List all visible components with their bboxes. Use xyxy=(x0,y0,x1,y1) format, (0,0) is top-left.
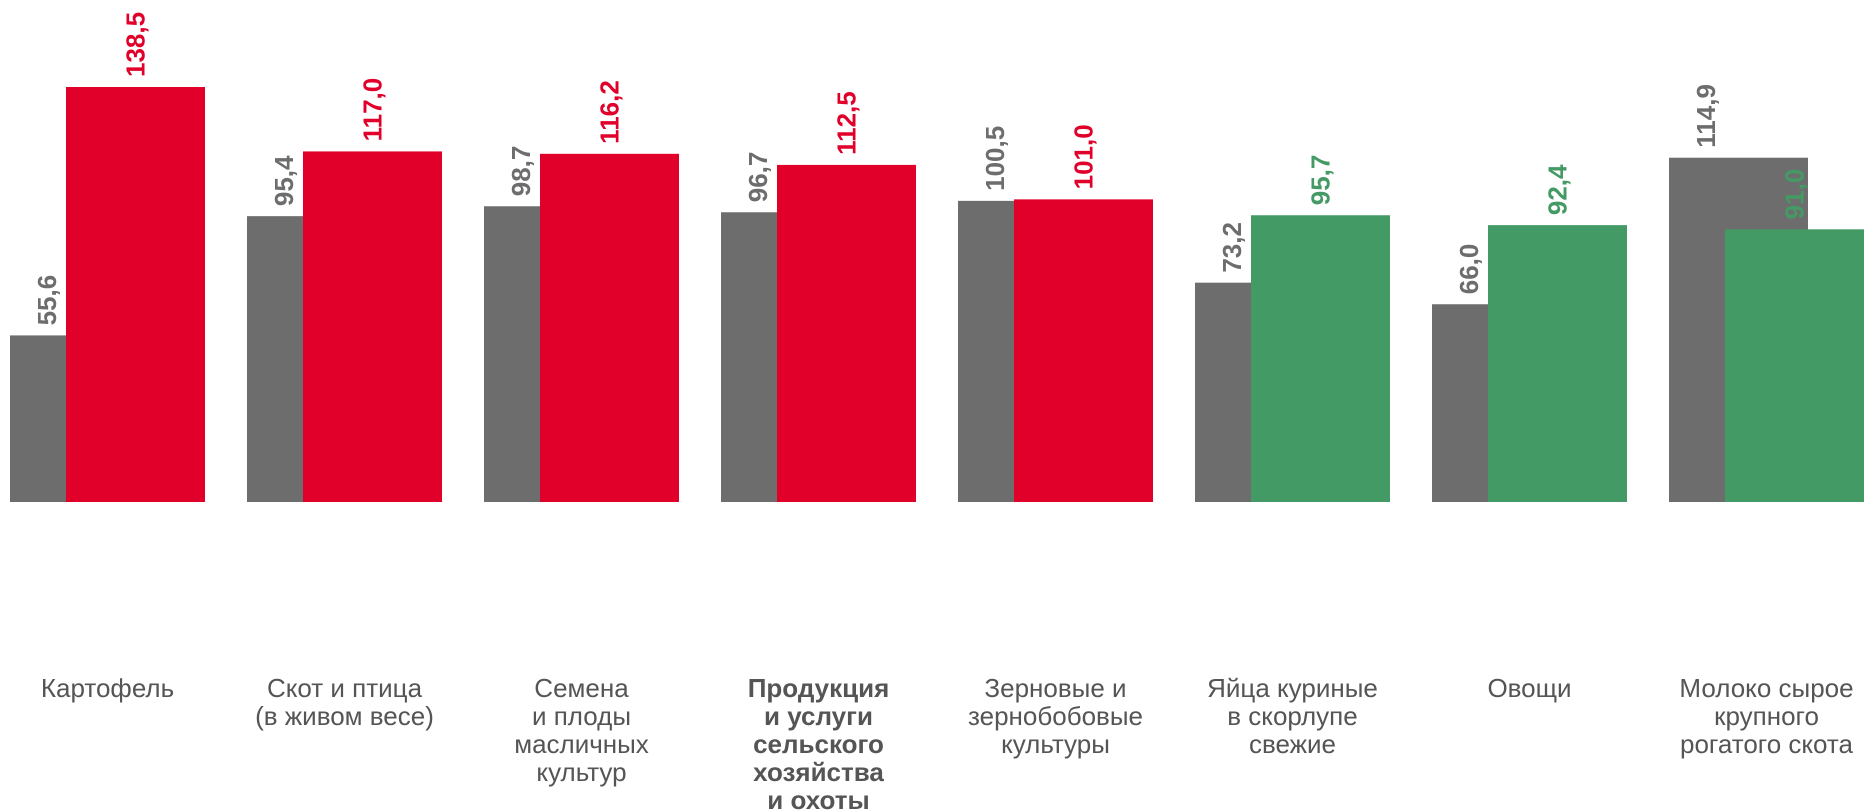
value-label: 112,5 xyxy=(831,91,861,155)
category-label: Скот и птица (в живом весе) xyxy=(255,673,434,731)
category-label: Молоко сырое крупного рогатого скота xyxy=(1679,673,1854,759)
value-label: 138,5 xyxy=(120,12,150,77)
value-label: 66,0 xyxy=(1454,244,1484,295)
bar xyxy=(66,87,205,502)
value-label: 95,4 xyxy=(269,155,299,206)
value-label: 117,0 xyxy=(357,78,387,142)
value-label: 91,0 xyxy=(1779,169,1809,220)
category-label: Яйца куриные в скорлупе свежие xyxy=(1207,673,1378,759)
value-label: 101,0 xyxy=(1068,124,1098,189)
value-label: 98,7 xyxy=(506,146,536,197)
value-label: 55,6 xyxy=(32,275,62,326)
bar xyxy=(1725,229,1864,502)
category-label: Продукция и услуги сельского хозяйства и… xyxy=(747,673,890,812)
bar xyxy=(1488,225,1627,502)
bar xyxy=(540,153,679,502)
bar xyxy=(303,151,442,503)
value-label: 73,2 xyxy=(1217,222,1247,273)
bar xyxy=(777,164,916,503)
value-label: 100,5 xyxy=(980,126,1010,191)
category-label: Картофель xyxy=(40,673,175,703)
value-label: 92,4 xyxy=(1542,164,1572,215)
value-label: 95,7 xyxy=(1305,155,1335,206)
value-label: 114,9 xyxy=(1691,84,1721,148)
bar xyxy=(1251,215,1390,502)
category-label: Овощи xyxy=(1487,673,1572,703)
value-label: 96,7 xyxy=(743,152,773,203)
value-label: 116,2 xyxy=(594,80,624,144)
category-label: Зерновые и зернобобовые культуры xyxy=(967,673,1144,759)
bar xyxy=(1014,199,1153,502)
category-label: Семена и плоды масличных культур xyxy=(514,673,649,787)
